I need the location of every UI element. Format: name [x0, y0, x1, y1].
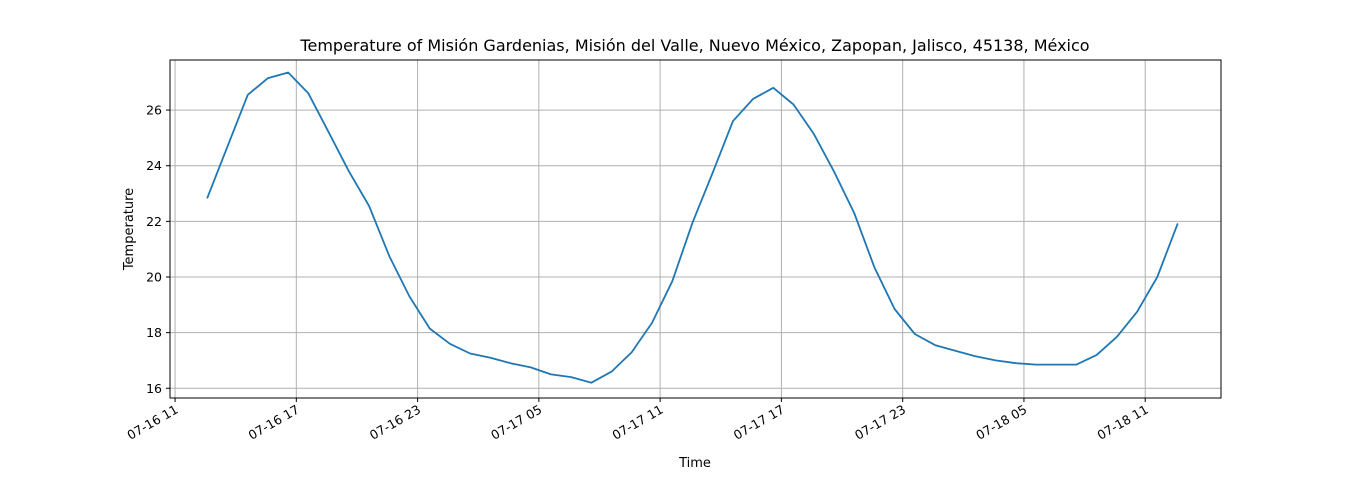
- x-tick-label: 07-17 23: [852, 402, 908, 443]
- x-axis-label: Time: [678, 456, 711, 471]
- y-tick-label: 20: [146, 269, 162, 284]
- y-tick-label: 22: [146, 214, 162, 229]
- y-axis: 16 18 20 22 24 26: [146, 103, 170, 396]
- x-tick-label: 07-16 11: [124, 402, 180, 443]
- x-axis: 07-16 11 07-16 17 07-16 23 07-17 05 07-17 11…: [124, 398, 1151, 443]
- temperature-series-line: [206, 71, 1179, 384]
- y-tick-label: 26: [146, 103, 162, 118]
- grid-lines: [170, 60, 1221, 398]
- y-axis-label: Temperature: [122, 188, 137, 271]
- x-tick-label: 07-17 17: [731, 402, 787, 443]
- plot-area-frame: [169, 59, 1222, 399]
- x-tick-label: 07-17 11: [609, 402, 665, 443]
- x-tick-label: 07-17 05: [488, 402, 544, 443]
- x-tick-label: 07-16 23: [367, 402, 423, 443]
- y-tick-label: 24: [146, 158, 162, 173]
- x-tick-label: 07-18 11: [1095, 402, 1151, 443]
- chart-title: Temperature of Misión Gardenias, Misión …: [299, 36, 1089, 55]
- x-tick-label: 07-16 17: [246, 402, 302, 443]
- y-tick-label: 18: [146, 325, 162, 340]
- x-tick-label: 07-18 05: [973, 402, 1029, 443]
- y-tick-label: 16: [146, 381, 162, 396]
